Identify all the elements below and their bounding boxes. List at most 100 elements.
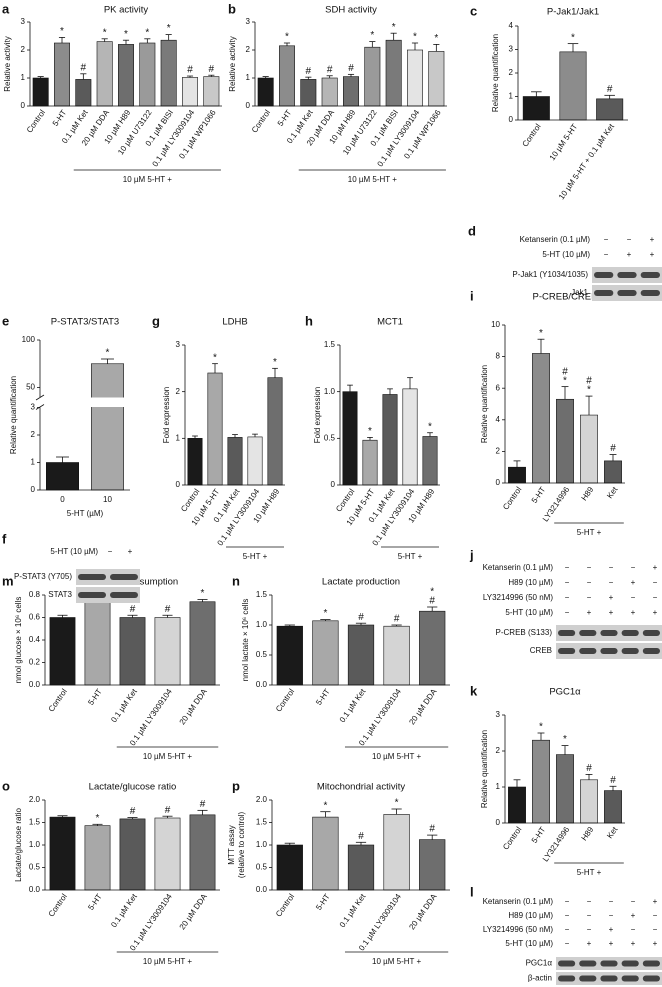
- y-axis-label: Relative quantification: [491, 34, 500, 112]
- bar: [580, 414, 598, 484]
- bar: [91, 363, 125, 491]
- y-tick-label: 0: [331, 480, 336, 489]
- significance-marker: #: [130, 806, 136, 817]
- condition-sign: −: [627, 235, 632, 244]
- bar: [276, 625, 303, 686]
- y-tick-label: 8: [496, 352, 501, 361]
- blot-band: [621, 648, 639, 654]
- blot-band: [600, 648, 618, 654]
- bar: [75, 79, 92, 107]
- condition-sign: −: [604, 250, 609, 259]
- blot-strip: [76, 569, 140, 585]
- group-label: 10 µM 5-HT +: [143, 957, 192, 966]
- significance-marker: *: [106, 348, 110, 359]
- y-tick-label: 4: [496, 415, 501, 424]
- band-label: STAT3: [48, 590, 72, 599]
- condition-sign: +: [653, 897, 658, 906]
- y-tick-label: 0.5: [256, 863, 268, 872]
- condition-sign: −: [565, 563, 570, 572]
- significance-marker: *: [434, 33, 438, 44]
- y-tick-label: 3: [176, 340, 181, 349]
- significance-marker: *: [201, 588, 205, 599]
- x-tick-label: Control: [25, 108, 47, 134]
- y-axis-label: Relative quantification: [480, 730, 489, 808]
- y-tick-label: 2: [509, 68, 514, 77]
- condition-sign: +: [631, 911, 636, 920]
- condition-sign: −: [609, 578, 614, 587]
- condition-sign: +: [631, 939, 636, 948]
- significance-marker: #: [165, 604, 171, 615]
- x-tick-label: 20 µM DDA: [407, 892, 439, 932]
- band-label: P-Jak1 (Y1034/1035): [512, 270, 588, 279]
- panel-letter: l: [470, 884, 474, 899]
- blot-band: [617, 272, 637, 278]
- panel-letter: m: [2, 573, 14, 588]
- significance-marker: #: [562, 366, 568, 377]
- bar: [187, 438, 203, 486]
- panel-letter: g: [152, 313, 160, 328]
- chart-title: Lactate production: [322, 577, 400, 588]
- condition-sign: +: [631, 608, 636, 617]
- significance-marker: #: [586, 763, 592, 774]
- panel-letter: f: [2, 531, 7, 546]
- significance-marker: *: [273, 357, 277, 368]
- y-tick-label: 2: [246, 45, 251, 54]
- condition-label: H89 (10 µM): [508, 911, 553, 920]
- y-tick-label: 2.0: [29, 795, 41, 804]
- significance-marker: *: [539, 722, 543, 733]
- band-label: P-CREB (S133): [496, 628, 553, 637]
- y-axis-label: Fold expression: [313, 387, 322, 443]
- y-tick-label: 1.5: [324, 340, 336, 349]
- group-label: 10 µM 5-HT +: [348, 175, 397, 184]
- bar: [347, 844, 375, 891]
- y-tick-label: 1.0: [324, 387, 336, 396]
- significance-marker: *: [285, 32, 289, 43]
- x-tick-label: Ket: [605, 825, 620, 841]
- y-tick-label: 0.0: [256, 885, 268, 894]
- group-label: 5-HT +: [577, 868, 602, 877]
- panel-letter: i: [470, 288, 474, 303]
- condition-sign: −: [604, 235, 609, 244]
- significance-marker: *: [96, 813, 100, 824]
- y-tick-label: 0: [176, 480, 181, 489]
- y-tick-label: 100: [22, 335, 36, 344]
- significance-marker: #: [348, 63, 354, 74]
- y-tick-label: 0.5: [324, 433, 336, 442]
- x-tick-label: Ket: [605, 485, 620, 501]
- blot-band: [594, 272, 614, 278]
- x-tick-label: Control: [501, 825, 523, 851]
- y-tick-label: 1: [176, 433, 181, 442]
- bar: [227, 437, 243, 486]
- significance-marker: *: [413, 32, 417, 43]
- significance-marker: *: [124, 29, 128, 40]
- condition-sign: +: [650, 250, 655, 259]
- y-axis-label: Fold expression: [162, 387, 171, 443]
- y-axis-label: (relative to control): [237, 812, 246, 879]
- significance-marker: *: [563, 734, 567, 745]
- bar: [321, 77, 338, 107]
- blot-band: [617, 290, 637, 296]
- condition-sign: −: [587, 578, 592, 587]
- bar: [422, 436, 438, 486]
- panel-letter: c: [470, 3, 477, 18]
- bar: [279, 45, 295, 107]
- y-tick-label: 10: [491, 320, 500, 329]
- condition-label: 5-HT (10 µM): [505, 608, 553, 617]
- condition-label: 5-HT (10 µM): [505, 939, 553, 948]
- y-tick-label: 2: [496, 447, 501, 456]
- blot-band: [78, 574, 106, 580]
- y-tick-label: 0.4: [29, 635, 41, 644]
- condition-sign: −: [587, 897, 592, 906]
- significance-marker: #: [586, 376, 592, 387]
- significance-marker: #: [610, 443, 616, 454]
- group-label: 10 µM 5-HT +: [123, 175, 172, 184]
- significance-marker: #: [327, 64, 333, 75]
- blot-band: [642, 630, 660, 636]
- condition-sign: −: [565, 593, 570, 602]
- chart-title: P-Jak1/Jak1: [547, 7, 599, 18]
- condition-sign: −: [565, 897, 570, 906]
- significance-marker: #: [358, 612, 364, 623]
- axis-break: [35, 404, 45, 410]
- significance-marker: #: [610, 775, 616, 786]
